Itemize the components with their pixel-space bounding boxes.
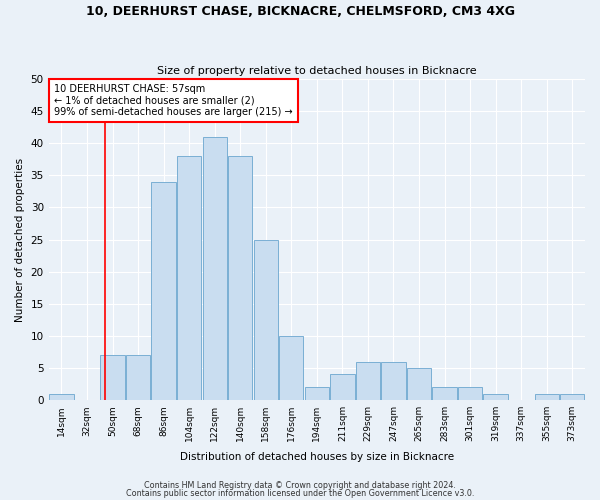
Bar [458,388,482,400]
Bar [407,368,431,400]
Bar [356,362,380,400]
Bar [126,355,150,400]
Bar [535,394,559,400]
Bar [228,156,253,400]
Text: 10, DEERHURST CHASE, BICKNACRE, CHELMSFORD, CM3 4XG: 10, DEERHURST CHASE, BICKNACRE, CHELMSFO… [86,5,515,18]
Title: Size of property relative to detached houses in Bicknacre: Size of property relative to detached ho… [157,66,476,76]
X-axis label: Distribution of detached houses by size in Bicknacre: Distribution of detached houses by size … [180,452,454,462]
Text: Contains HM Land Registry data © Crown copyright and database right 2024.: Contains HM Land Registry data © Crown c… [144,481,456,490]
Bar [100,355,125,400]
Bar [433,388,457,400]
Bar [254,240,278,400]
Text: Contains public sector information licensed under the Open Government Licence v3: Contains public sector information licen… [126,488,474,498]
Bar [49,394,74,400]
Bar [382,362,406,400]
Bar [560,394,584,400]
Bar [151,182,176,400]
Bar [305,388,329,400]
Bar [203,137,227,400]
Y-axis label: Number of detached properties: Number of detached properties [15,158,25,322]
Bar [330,374,355,400]
Bar [484,394,508,400]
Bar [177,156,201,400]
Bar [279,336,304,400]
Text: 10 DEERHURST CHASE: 57sqm
← 1% of detached houses are smaller (2)
99% of semi-de: 10 DEERHURST CHASE: 57sqm ← 1% of detach… [54,84,293,117]
